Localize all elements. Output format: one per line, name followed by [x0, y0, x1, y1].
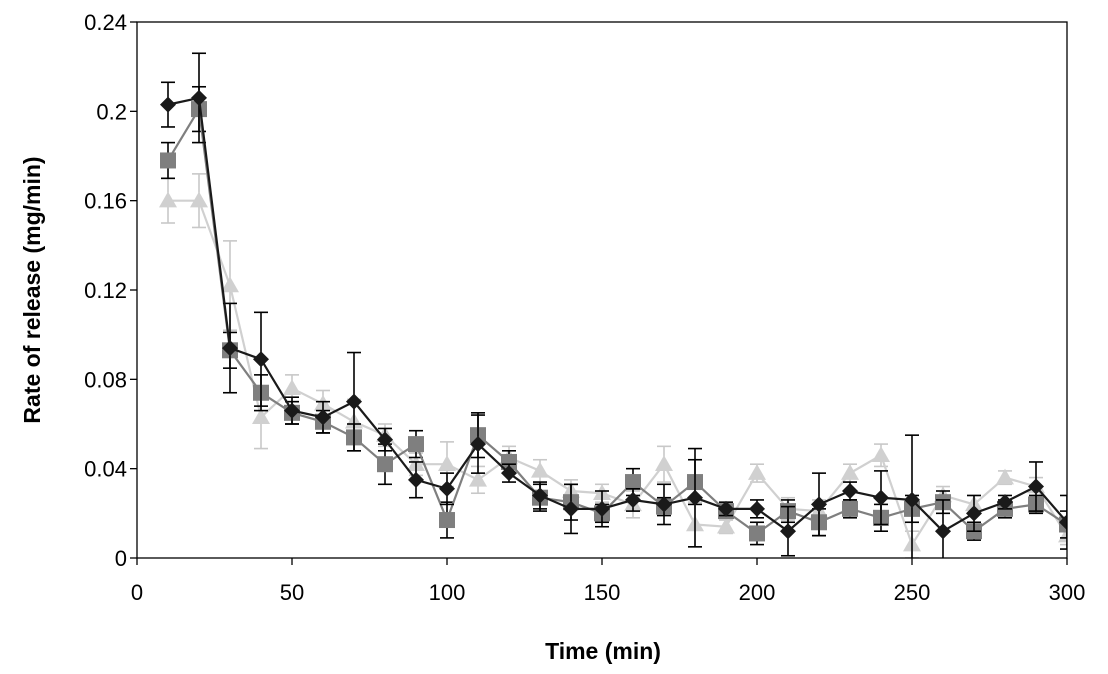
data-point-triangle — [655, 455, 673, 471]
data-point-diamond — [346, 393, 362, 410]
plot-area — [159, 52, 1067, 558]
data-point-diamond — [563, 500, 579, 517]
error-bar — [1060, 494, 1067, 550]
data-point-triangle — [748, 464, 766, 480]
data-point-triangle — [221, 276, 239, 293]
data-point-diamond — [501, 465, 517, 482]
x-tick-label: 200 — [739, 580, 776, 605]
data-point-diamond — [594, 500, 610, 517]
data-point-triangle — [252, 408, 270, 425]
series-square — [160, 85, 1067, 546]
data-point-diamond — [966, 505, 982, 522]
y-tick-label: 0.08 — [84, 367, 127, 392]
series-line — [168, 199, 1067, 548]
data-point-diamond — [439, 480, 455, 497]
data-point-triangle — [872, 446, 890, 463]
data-point-square — [439, 512, 455, 529]
data-point-diamond — [377, 431, 393, 448]
data-point-triangle — [469, 470, 487, 487]
data-point-diamond — [749, 500, 765, 517]
y-tick-label: 0 — [115, 546, 127, 571]
data-point-diamond — [315, 409, 331, 426]
data-point-diamond — [408, 471, 424, 488]
data-point-triangle — [841, 464, 859, 480]
x-tick-label: 300 — [1049, 580, 1086, 605]
data-point-diamond — [253, 351, 269, 368]
data-point-triangle — [996, 468, 1014, 485]
data-point-diamond — [718, 500, 734, 517]
data-point-square — [625, 474, 641, 491]
data-point-triangle — [283, 379, 301, 396]
data-point-diamond — [780, 523, 796, 540]
error-bar — [1060, 510, 1067, 539]
data-point-diamond — [222, 340, 238, 357]
data-point-diamond — [625, 491, 641, 508]
data-point-diamond — [160, 96, 176, 113]
data-point-triangle — [190, 191, 208, 208]
y-tick-label: 0.16 — [84, 189, 127, 214]
data-point-triangle — [717, 517, 735, 534]
data-point-diamond — [470, 436, 486, 453]
data-point-diamond — [1059, 514, 1067, 531]
data-point-triangle — [531, 461, 549, 478]
data-point-diamond — [1028, 478, 1044, 495]
data-point-square — [377, 456, 393, 473]
y-tick-label: 0.12 — [84, 278, 127, 303]
data-point-diamond — [656, 496, 672, 513]
x-tick-label: 50 — [280, 580, 304, 605]
data-point-diamond — [997, 494, 1013, 511]
x-tick-label: 150 — [584, 580, 621, 605]
data-point-square — [842, 500, 858, 517]
data-point-triangle — [159, 191, 177, 208]
data-point-square — [501, 453, 517, 470]
series-diamond — [160, 52, 1067, 558]
x-tick-label: 100 — [429, 580, 466, 605]
data-point-diamond — [935, 523, 951, 540]
axes: 0 0.04 0.08 0.12 0.16 0.2 0.24 0 50 100 150 200 250 3… — [84, 10, 1085, 605]
y-tick-label: 0.24 — [84, 10, 127, 35]
data-point-square — [160, 152, 176, 169]
data-point-diamond — [811, 496, 827, 513]
data-point-diamond — [284, 402, 300, 419]
x-tick-label: 250 — [894, 580, 931, 605]
series-line — [167, 96, 1067, 533]
y-tick-label: 0.04 — [84, 457, 127, 482]
x-axis-title: Time (min) — [545, 638, 661, 664]
series-line — [167, 105, 1067, 535]
data-point-diamond — [842, 483, 858, 499]
data-point-square — [408, 436, 424, 453]
x-tick-label: 0 — [131, 580, 143, 605]
y-axis-title: Rate of release (mg/min) — [19, 156, 45, 423]
data-point-diamond — [873, 489, 889, 506]
data-point-diamond — [532, 487, 548, 504]
data-point-diamond — [687, 489, 703, 506]
data-point-diamond — [191, 89, 207, 106]
data-point-triangle — [438, 455, 456, 471]
plot-frame — [136, 21, 1068, 559]
data-point-square — [749, 525, 765, 542]
data-point-diamond — [904, 491, 920, 508]
y-tick-label: 0.2 — [96, 99, 127, 124]
